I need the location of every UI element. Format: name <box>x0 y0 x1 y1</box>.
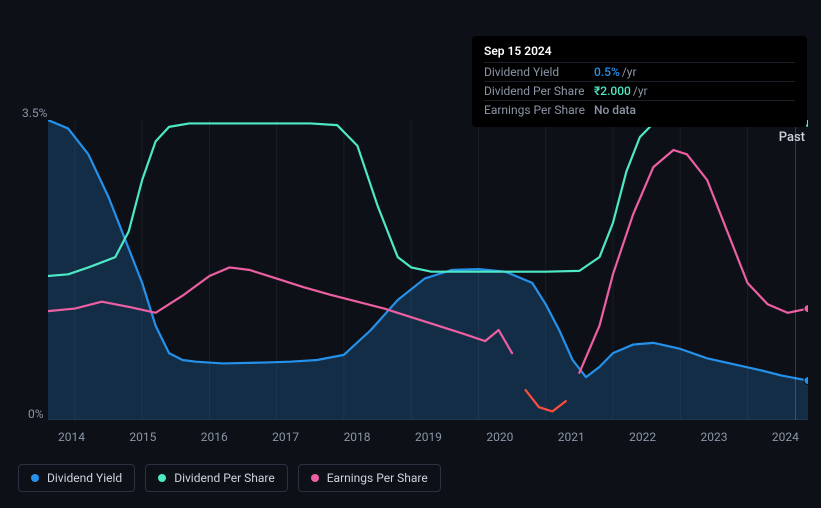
tooltip-metric-label: Dividend Yield <box>484 65 594 79</box>
chart-plot-area[interactable] <box>48 120 808 420</box>
x-tick-label: 2024 <box>772 430 799 444</box>
x-tick-label: 2015 <box>129 430 156 444</box>
tooltip-row: Dividend Per Share₹2.000/yr <box>484 81 795 100</box>
tooltip-metric-value: No data <box>594 103 636 117</box>
legend-dot-icon <box>158 474 166 482</box>
dividend-history-chart: 3.5% 0% Past 2014 2015 2016 2017 2018 2019 202… <box>0 0 821 508</box>
legend-label: Earnings Per Share <box>327 471 428 485</box>
hover-vertical-line <box>795 120 796 420</box>
tooltip-metric-label: Earnings Per Share <box>484 103 594 117</box>
tooltip-row: Dividend Yield0.5%/yr <box>484 62 795 81</box>
legend-label: Dividend Per Share <box>174 471 275 485</box>
tooltip-metric-label: Dividend Per Share <box>484 84 594 98</box>
legend-label: Dividend Yield <box>47 471 122 485</box>
chart-legend: Dividend Yield Dividend Per Share Earnings… <box>18 464 441 492</box>
legend-item[interactable]: Earnings Per Share <box>298 464 441 492</box>
x-axis-labels: 2014 2015 2016 2017 2018 2019 2020 2021 2022 2023… <box>48 430 809 444</box>
x-tick-label: 2021 <box>558 430 585 444</box>
x-tick-label: 2022 <box>629 430 656 444</box>
x-tick-label: 2014 <box>58 430 85 444</box>
x-tick-label: 2023 <box>701 430 728 444</box>
x-tick-label: 2018 <box>344 430 371 444</box>
legend-item[interactable]: Dividend Per Share <box>145 464 288 492</box>
past-label: Past <box>779 130 805 145</box>
x-tick-label: 2020 <box>486 430 513 444</box>
y-axis-min-label: 0% <box>28 407 44 421</box>
chart-tooltip: Sep 15 2024 Dividend Yield0.5%/yrDividen… <box>472 36 807 127</box>
tooltip-metric-value: ₹2.000/yr <box>594 84 648 98</box>
x-tick-label: 2016 <box>201 430 228 444</box>
x-tick-label: 2017 <box>272 430 299 444</box>
tooltip-metric-value: 0.5%/yr <box>594 65 637 79</box>
tooltip-row: Earnings Per ShareNo data <box>484 100 795 119</box>
legend-item[interactable]: Dividend Yield <box>18 464 135 492</box>
legend-dot-icon <box>311 474 319 482</box>
y-axis-max-label: 3.5% <box>22 106 47 120</box>
tooltip-date: Sep 15 2024 <box>484 44 795 58</box>
x-tick-label: 2019 <box>415 430 442 444</box>
legend-dot-icon <box>31 474 39 482</box>
